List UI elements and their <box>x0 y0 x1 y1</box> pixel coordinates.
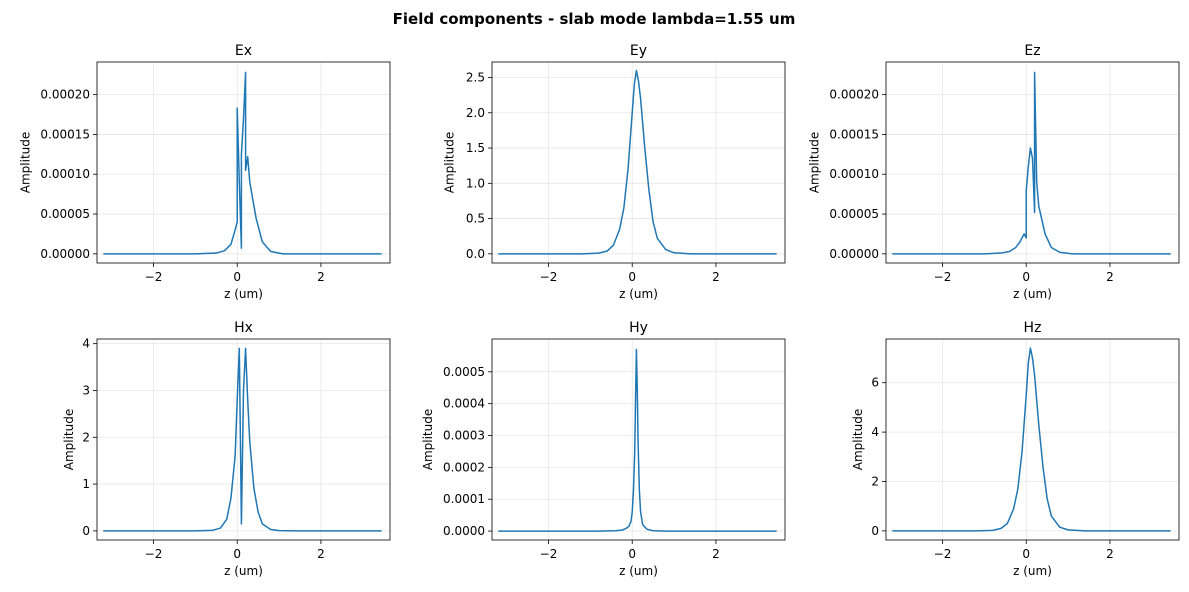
x-tick-label: 2 <box>1106 547 1114 561</box>
y-tick-label: 1.5 <box>466 141 485 155</box>
y-axis-label: Amplitude <box>808 132 822 194</box>
y-tick-label: 4 <box>82 337 90 351</box>
x-tick-label: −2 <box>540 270 558 284</box>
x-tick-label: 2 <box>712 270 720 284</box>
series-line-hy <box>498 348 777 532</box>
x-tick-label: 0 <box>233 547 241 561</box>
x-axis-label: z (um) <box>1013 287 1052 301</box>
x-tick-label: −2 <box>145 547 163 561</box>
series-line-hx <box>103 347 382 532</box>
subplot-title: Hy <box>629 320 648 336</box>
x-axis-label: z (um) <box>619 564 658 578</box>
y-tick-label: 4 <box>871 425 879 439</box>
y-tick-label: 0.00010 <box>40 167 90 181</box>
subplot-title: Ez <box>1024 43 1040 59</box>
x-axis-label: z (um) <box>1013 564 1052 578</box>
x-tick-label: 2 <box>712 547 720 561</box>
y-tick-label: 0.0000 <box>443 524 485 538</box>
x-axis-label: z (um) <box>224 287 263 301</box>
y-tick-label: 1 <box>82 477 90 491</box>
subplot-title: Ex <box>235 43 252 59</box>
x-tick-label: 0 <box>1022 547 1030 561</box>
y-tick-label: 1.0 <box>466 176 485 190</box>
y-axis-label: Amplitude <box>442 132 456 194</box>
y-tick-label: 0 <box>82 524 90 538</box>
y-axis-label: Amplitude <box>421 409 435 471</box>
y-tick-label: 6 <box>871 376 879 390</box>
series-line-hz <box>892 347 1171 532</box>
y-tick-label: 0.0004 <box>443 397 485 411</box>
y-tick-label: 0.0003 <box>443 429 485 443</box>
y-tick-label: 0.0002 <box>443 460 485 474</box>
x-tick-label: −2 <box>540 547 558 561</box>
y-tick-label: 0.00000 <box>40 247 90 261</box>
x-axis-label: z (um) <box>619 287 658 301</box>
y-tick-label: 2 <box>871 474 879 488</box>
figure-title: Field components - slab mode lambda=1.55… <box>393 10 796 28</box>
y-tick-label: 3 <box>82 383 90 397</box>
y-tick-label: 0 <box>871 524 879 538</box>
x-tick-label: 0 <box>628 547 636 561</box>
y-tick-label: 0.0001 <box>443 492 485 506</box>
subplot-grid: −2 0 20.000000.000050.000100.000150.00020E… <box>19 43 1180 578</box>
x-axis-label: z (um) <box>224 564 263 578</box>
x-tick-label: −2 <box>934 270 952 284</box>
x-tick-label: −2 <box>145 270 163 284</box>
x-tick-label: 0 <box>233 270 241 284</box>
axes-frame <box>96 61 391 264</box>
x-tick-label: 0 <box>628 270 636 284</box>
axes-frame <box>491 338 786 541</box>
y-tick-label: 0.00010 <box>829 167 879 181</box>
y-tick-label: 0.0005 <box>443 365 485 379</box>
y-tick-label: 0.00005 <box>829 207 879 221</box>
subplot-hz: −2 0 2 0 2 4 6 Hz z (um) Amplitude <box>851 320 1180 578</box>
y-tick-label: 0.00020 <box>829 88 879 102</box>
axes-frame <box>885 338 1180 541</box>
x-tick-label: 0 <box>1022 270 1030 284</box>
y-tick-label: 0.00015 <box>40 127 90 141</box>
subplot-title: Hx <box>234 320 253 336</box>
subplot-title: Hz <box>1024 320 1042 336</box>
y-tick-label: 0.00005 <box>40 207 90 221</box>
series-line-ez <box>892 71 1171 255</box>
y-axis-label: Amplitude <box>62 409 76 471</box>
axes-frame <box>491 61 786 264</box>
subplot-hy: −2 0 2 0.0000 0.0001 0.0002 0.0003 0.0004 0.0005… <box>421 320 786 578</box>
y-tick-label: 2.0 <box>466 106 485 120</box>
subplot-ey: −2 0 2 0.0 0.5 1.0 1.5 2.0 2.5 Ey z (um) Amplitude <box>442 43 786 301</box>
y-tick-label: 2 <box>82 430 90 444</box>
x-tick-label: 2 <box>1106 270 1114 284</box>
y-tick-label: 0.0 <box>466 247 485 261</box>
x-tick-label: 2 <box>317 270 325 284</box>
series-line-ey <box>498 69 777 255</box>
y-tick-label: 2.5 <box>466 71 485 85</box>
y-tick-label: 0.00020 <box>40 88 90 102</box>
y-axis-label: Amplitude <box>851 409 865 471</box>
y-tick-label: 0.00015 <box>829 127 879 141</box>
y-tick-label: 0.00000 <box>829 247 879 261</box>
subplot-ez: −2 0 2 0.00000 0.00005 0.00010 0.00015 0.00020 E… <box>808 43 1180 301</box>
axes-frame <box>96 338 391 541</box>
subplot-title: Ey <box>630 43 647 59</box>
axes-frame <box>885 61 1180 264</box>
subplot-hx: −2 0 2 0 1 2 3 4 Hx z (um) Amplitude <box>62 320 391 578</box>
x-tick-label: 2 <box>317 547 325 561</box>
subplot-ex: −2 0 2 0.00000 0.00005 0.00010 0.00015 0.00020 E… <box>19 43 391 301</box>
x-tick-label: −2 <box>934 547 952 561</box>
series-line-ex <box>103 71 382 255</box>
y-tick-label: 0.5 <box>466 212 485 226</box>
y-axis-label: Amplitude <box>19 132 33 194</box>
